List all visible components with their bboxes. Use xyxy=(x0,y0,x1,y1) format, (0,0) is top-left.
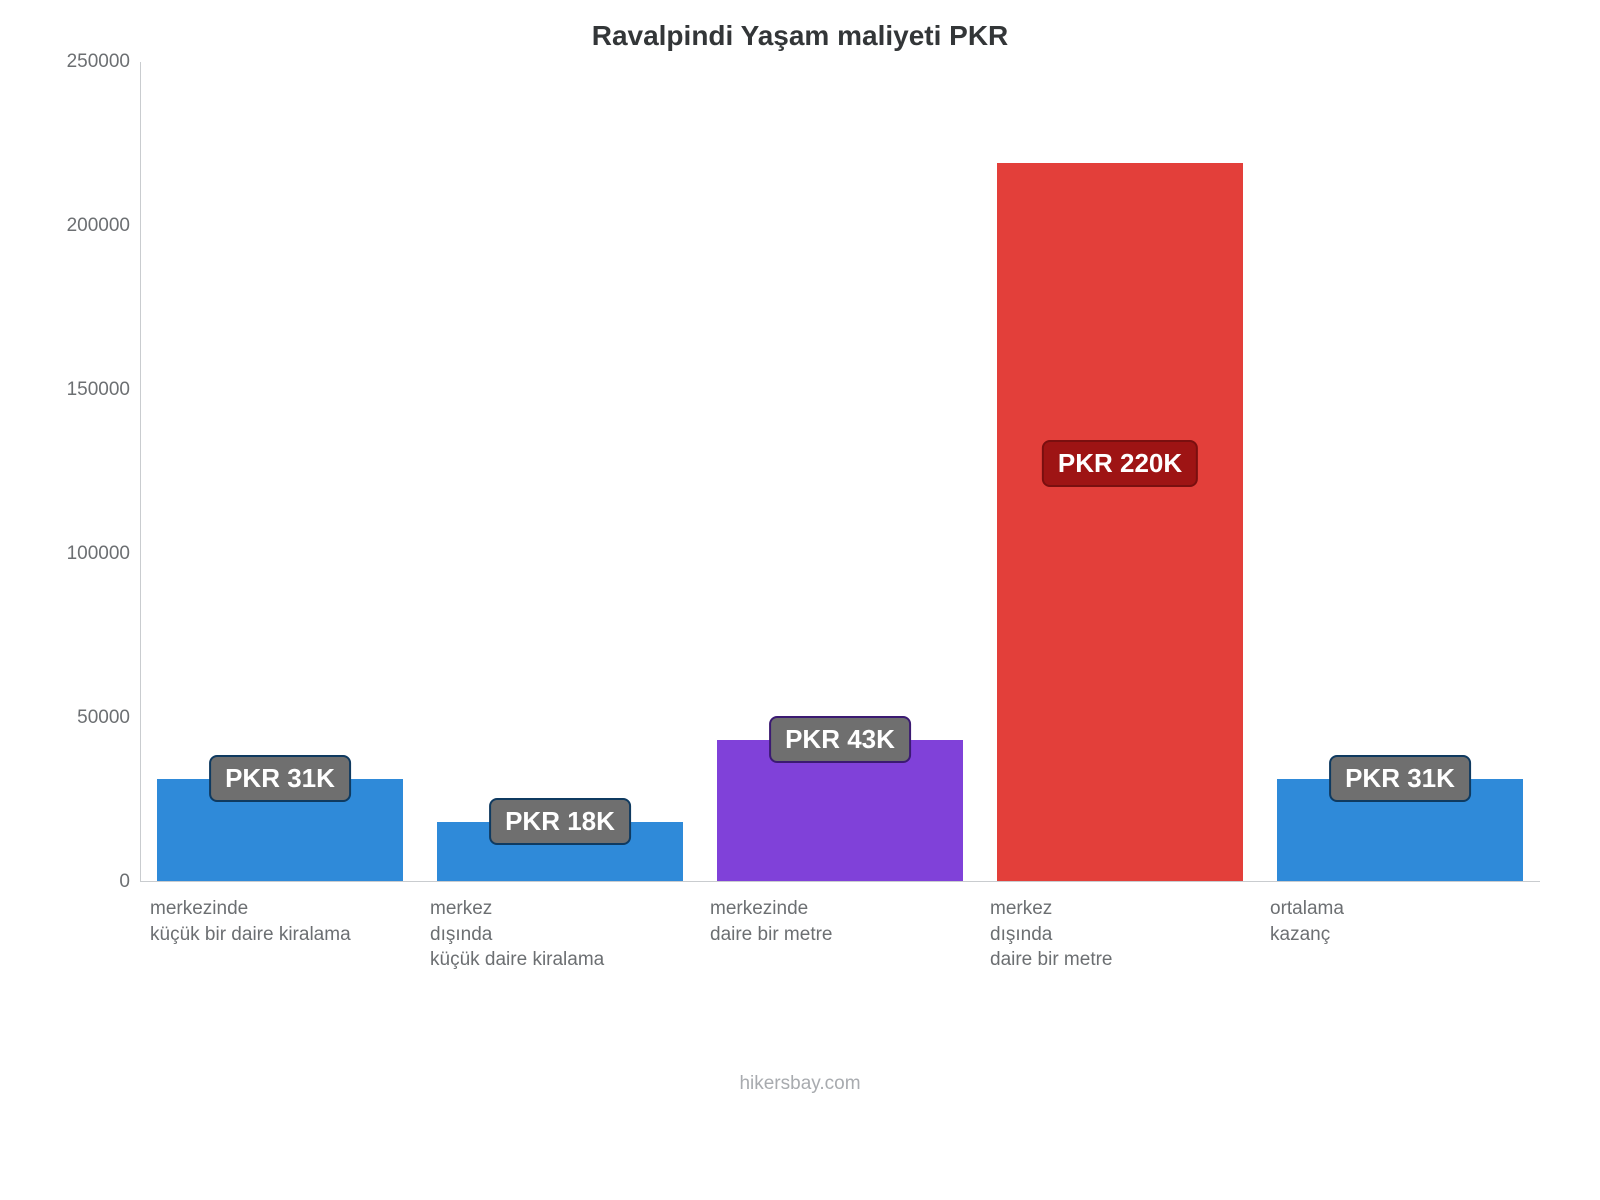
credit-text: hikersbay.com xyxy=(40,1073,1560,1095)
bar-slot: PKR 43K xyxy=(700,62,980,882)
x-label-slot: merkezinde küçük bir daire kiralama xyxy=(140,896,420,973)
y-tick-label: 250000 xyxy=(40,51,130,73)
x-label-slot: merkez dışında daire bir metre xyxy=(980,896,1260,973)
y-tick-label: 150000 xyxy=(40,379,130,401)
bar-slot: PKR 31K xyxy=(140,62,420,882)
x-axis-labels: merkezinde küçük bir daire kiralama merke… xyxy=(140,896,1540,973)
x-label-slot: ortalama kazanç xyxy=(1260,896,1540,973)
x-axis-label: merkezinde küçük bir daire kiralama xyxy=(150,896,410,947)
value-badge: PKR 31K xyxy=(1329,755,1471,802)
chart-container: Ravalpindi Yaşam maliyeti PKR 0500001000… xyxy=(0,0,1600,1200)
y-tick-label: 200000 xyxy=(40,215,130,237)
x-axis-label: ortalama kazanç xyxy=(1270,896,1530,947)
bar-slot: PKR 220K xyxy=(980,62,1260,882)
x-label-slot: merkezinde daire bir metre xyxy=(700,896,980,973)
y-tick-label: 100000 xyxy=(40,543,130,565)
bar-slot: PKR 31K xyxy=(1260,62,1540,882)
bar xyxy=(997,163,1243,881)
x-axis-label: merkez dışında küçük daire kiralama xyxy=(430,896,690,973)
x-axis-label: merkez dışında daire bir metre xyxy=(990,896,1250,973)
y-tick-label: 50000 xyxy=(40,707,130,729)
value-badge: PKR 43K xyxy=(769,716,911,763)
bar-slot: PKR 18K xyxy=(420,62,700,882)
x-axis-label: merkezinde daire bir metre xyxy=(710,896,970,947)
y-tick-label: 0 xyxy=(40,871,130,893)
bars-group: PKR 31K PKR 18K PKR 43K PKR 220K PKR 31K xyxy=(140,62,1540,882)
x-axis-line xyxy=(140,881,1540,882)
value-badge: PKR 220K xyxy=(1042,440,1198,487)
plot-area: 050000100000150000200000250000 PKR 31KPK… xyxy=(140,62,1540,882)
value-badge: PKR 31K xyxy=(209,755,351,802)
x-label-slot: merkez dışında küçük daire kiralama xyxy=(420,896,700,973)
y-axis: 050000100000150000200000250000 xyxy=(40,62,130,882)
value-badge: PKR 18K xyxy=(489,798,631,845)
chart-title: Ravalpindi Yaşam maliyeti PKR xyxy=(40,20,1560,52)
